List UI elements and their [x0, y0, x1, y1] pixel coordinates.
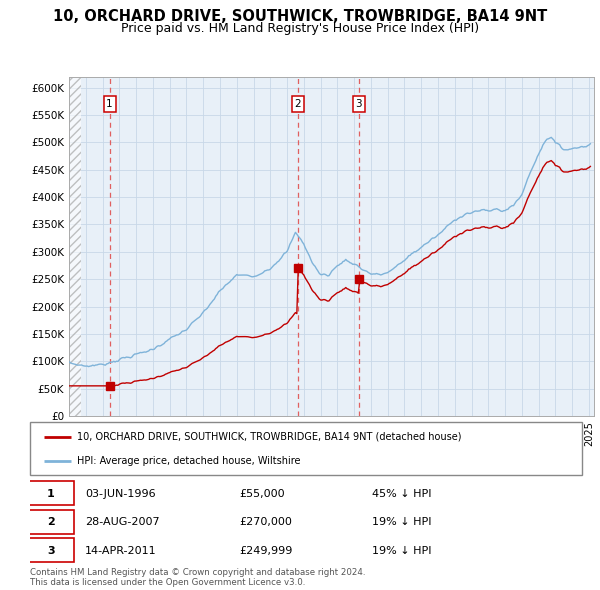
Text: 28-AUG-2007: 28-AUG-2007 [85, 517, 160, 527]
Text: 03-JUN-1996: 03-JUN-1996 [85, 489, 156, 499]
Text: 19% ↓ HPI: 19% ↓ HPI [372, 546, 432, 556]
FancyBboxPatch shape [27, 481, 74, 505]
Text: £55,000: £55,000 [240, 489, 286, 499]
FancyBboxPatch shape [27, 538, 74, 562]
Text: HPI: Average price, detached house, Wiltshire: HPI: Average price, detached house, Wilt… [77, 456, 301, 466]
FancyBboxPatch shape [30, 422, 582, 475]
Bar [69, 77, 81, 416]
Text: £270,000: £270,000 [240, 517, 293, 527]
Text: 10, ORCHARD DRIVE, SOUTHWICK, TROWBRIDGE, BA14 9NT: 10, ORCHARD DRIVE, SOUTHWICK, TROWBRIDGE… [53, 9, 547, 24]
Text: £249,999: £249,999 [240, 546, 293, 556]
Text: Contains HM Land Registry data © Crown copyright and database right 2024.
This d: Contains HM Land Registry data © Crown c… [30, 568, 365, 587]
Text: 1: 1 [106, 99, 113, 109]
FancyBboxPatch shape [27, 510, 74, 533]
Text: 45% ↓ HPI: 45% ↓ HPI [372, 489, 432, 499]
Text: 2: 2 [47, 517, 55, 527]
Text: 3: 3 [356, 99, 362, 109]
Text: 19% ↓ HPI: 19% ↓ HPI [372, 517, 432, 527]
Text: Price paid vs. HM Land Registry's House Price Index (HPI): Price paid vs. HM Land Registry's House … [121, 22, 479, 35]
Text: 2: 2 [295, 99, 301, 109]
Text: 14-APR-2011: 14-APR-2011 [85, 546, 157, 556]
Text: 10, ORCHARD DRIVE, SOUTHWICK, TROWBRIDGE, BA14 9NT (detached house): 10, ORCHARD DRIVE, SOUTHWICK, TROWBRIDGE… [77, 432, 461, 442]
Text: 3: 3 [47, 546, 55, 556]
Text: 1: 1 [47, 489, 55, 499]
